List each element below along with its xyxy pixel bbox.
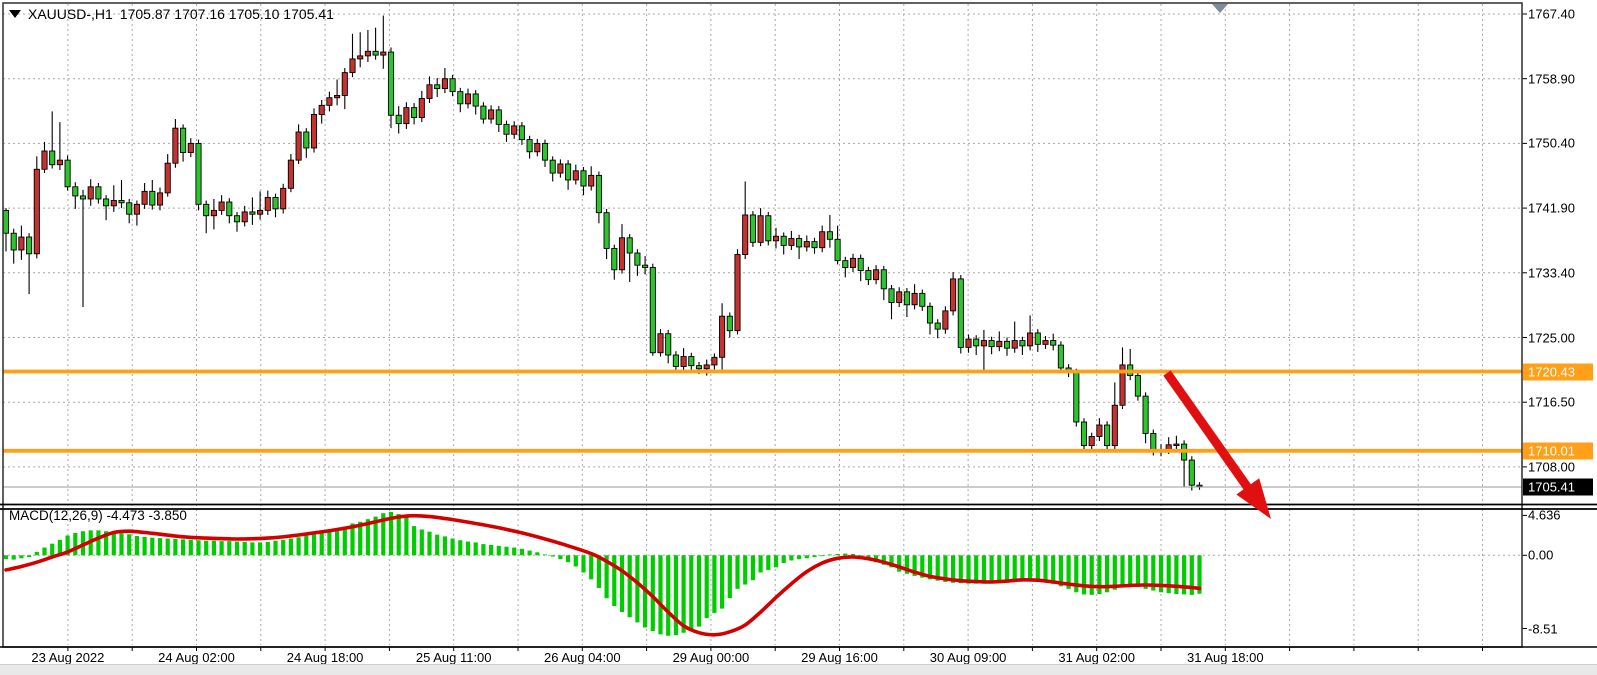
ohlc-values: 1705.87 1707.16 1705.10 1705.41 — [119, 6, 334, 22]
time-tick-label: 24 Aug 02:00 — [158, 650, 235, 665]
price-badge: 1720.43 — [1523, 363, 1593, 380]
price-tick-label: 1725.00 — [1528, 330, 1575, 345]
pane-separator[interactable] — [0, 503, 1597, 510]
time-tick-label: 26 Aug 04:00 — [543, 650, 621, 665]
trend-arrow-annotation[interactable] — [1163, 370, 1271, 519]
price-badge: 1710.01 — [1523, 442, 1593, 460]
pane-frame — [0, 2, 1597, 648]
time-tick-label: 29 Aug 16:00 — [801, 650, 878, 665]
symbol-label: XAUUSD-,H1 — [28, 6, 113, 22]
time-tick-label: 23 Aug 2022 — [31, 650, 105, 665]
time-tick-label: 24 Aug 18:00 — [286, 650, 364, 665]
symbol-menu-icon[interactable] — [9, 10, 21, 18]
macd-indicator — [3, 511, 1202, 637]
time-tick-label: 31 Aug 02:00 — [1058, 650, 1136, 665]
time-tick-label: 31 Aug 18:00 — [1186, 650, 1264, 665]
price-badge: 1705.41 — [1523, 478, 1593, 496]
time-tick-label: 30 Aug 09:00 — [929, 650, 1007, 665]
chart-title: XAUUSD-,H1 1705.87 1707.16 1705.10 1705.… — [9, 6, 334, 22]
price-tick-label: 1716.50 — [1528, 394, 1575, 410]
price-tick-label: 1708.00 — [1528, 459, 1575, 475]
grid-lines — [3, 4, 1527, 651]
price-tick-label: 1767.40 — [1528, 6, 1575, 22]
time-tick-label: 25 Aug 11:00 — [415, 650, 492, 665]
candlestick-series — [2, 15, 1203, 491]
price-tick-label: 1741.90 — [1528, 200, 1575, 216]
window-bottom-strip — [0, 664, 1597, 675]
price-tick-label: 1758.90 — [1528, 71, 1575, 87]
price-tick-label: 1750.40 — [1528, 135, 1575, 151]
macd-tick-label: 0.00 — [1528, 547, 1554, 563]
time-tick-label: 29 Aug 00:00 — [672, 650, 750, 665]
scroll-shift-marker-icon[interactable] — [1212, 4, 1228, 13]
macd-label: MACD(12,26,9) -4.473 -3.850 — [9, 508, 187, 523]
price-tick-label: 1733.40 — [1528, 265, 1575, 281]
macd-tick-label: -8.51 — [1528, 621, 1558, 636]
macd-tick-label: 4.636 — [1528, 507, 1561, 523]
support-resistance-lines[interactable] — [3, 369, 1522, 488]
